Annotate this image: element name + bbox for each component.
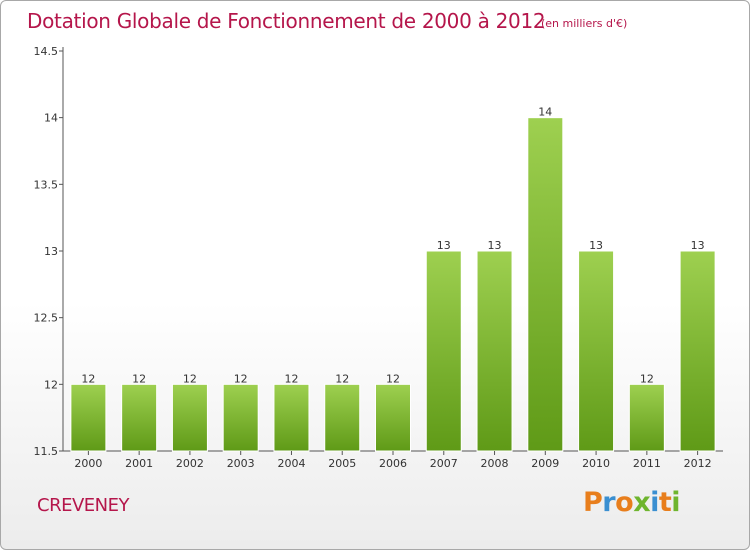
data-label-2011: 12 [640,372,654,385]
y-tick-label: 12 [44,378,58,391]
bar-2011 [628,383,665,452]
data-label-2003: 12 [234,372,248,385]
logo-letter: o [615,487,634,518]
x-tick-label-2005: 2005 [328,457,356,470]
x-tick-label-2002: 2002 [176,457,204,470]
logo-letter: i [650,487,659,518]
logo-letter: t [658,487,672,518]
bar-2001 [121,383,158,452]
x-tick-label-2007: 2007 [430,457,458,470]
x-tick-label-2006: 2006 [379,457,407,470]
data-label-2012: 13 [691,239,705,252]
x-tick-label-2000: 2000 [74,457,102,470]
bar-2004 [273,383,310,452]
data-label-2002: 12 [183,372,197,385]
data-label-2001: 12 [132,372,146,385]
bar-2012 [679,250,716,452]
data-label-2007: 13 [437,239,451,252]
unit-note: (en milliers d'€) [541,17,628,30]
bar-2007 [425,250,462,452]
x-tick-label-2010: 2010 [582,457,610,470]
bar-2006 [375,383,411,452]
data-label-2008: 13 [488,239,502,252]
bar-2005 [324,383,361,452]
bar-2003 [222,383,259,452]
bar-2010 [578,250,615,452]
bar-2000 [70,383,107,452]
x-tick-label-2003: 2003 [227,457,255,470]
data-label-2009: 14 [538,106,552,119]
place-name: CREVENEY [37,495,129,516]
x-tick-label-2011: 2011 [633,457,661,470]
chart-title: Dotation Globale de Fonctionnement de 20… [27,9,546,33]
y-tick-label: 14.5 [34,45,59,58]
data-label-2006: 12 [386,372,400,385]
x-tick-label-2009: 2009 [531,457,559,470]
data-label-2004: 12 [284,372,298,385]
y-tick-label: 13 [44,245,58,258]
logo-letter: r [602,487,616,518]
data-label-2005: 12 [335,372,349,385]
y-tick-label: 14 [44,112,58,125]
bar-2002 [171,383,208,452]
x-tick-label-2001: 2001 [125,457,153,470]
bar-2009 [527,117,564,452]
y-tick-label: 12.5 [34,312,59,325]
proxiti-logo: Proxiti [583,487,681,518]
logo-letter: P [583,487,603,518]
logo-letter: x [633,487,651,518]
logo-letter: i [671,487,681,518]
x-tick-label-2004: 2004 [277,457,305,470]
data-label-2000: 12 [81,372,95,385]
bar-2008 [476,250,513,452]
y-tick-label: 11.5 [34,445,59,458]
y-tick-label: 13.5 [34,178,59,191]
x-tick-label-2012: 2012 [684,457,712,470]
x-tick-label-2008: 2008 [481,457,509,470]
data-label-2010: 13 [589,239,603,252]
